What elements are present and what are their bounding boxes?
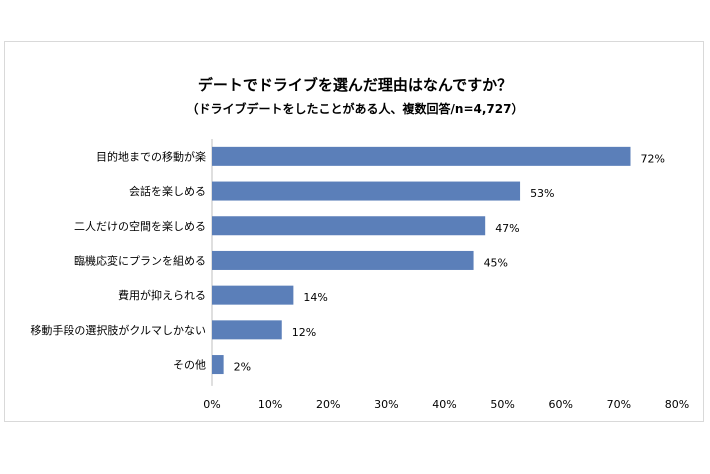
x-tick-label: 0% (203, 398, 220, 411)
x-tick-label: 30% (374, 398, 398, 411)
bar (212, 320, 282, 340)
data-label: 14% (303, 291, 327, 304)
data-label: 72% (641, 152, 665, 165)
category-label: 目的地までの移動が楽 (96, 149, 206, 163)
bar (212, 250, 474, 270)
category-label: 二人だけの空間を楽しめる (74, 219, 206, 233)
bar (212, 355, 224, 375)
data-label: 12% (292, 326, 316, 339)
bar (212, 216, 486, 236)
chart-subtitle: （ドライブデートをしたことがある人、複数回答/n=4,727） (186, 102, 524, 116)
x-tick-label: 70% (607, 398, 631, 411)
data-label: 47% (495, 222, 519, 235)
bar (212, 181, 521, 201)
category-label: その他 (173, 359, 206, 372)
bar (212, 285, 294, 305)
x-tick-label: 50% (490, 398, 514, 411)
category-label: 会話を楽しめる (129, 184, 206, 198)
x-tick-label: 20% (316, 398, 340, 411)
category-label: 費用が抑えられる (118, 288, 206, 302)
chart-title: デートでドライブを選んだ理由はなんですか？ (197, 76, 513, 94)
category-label: 臨機応変にプランを組める (74, 253, 206, 267)
data-label: 45% (484, 256, 508, 269)
x-tick-label: 60% (549, 398, 573, 411)
category-label: 移動手段の選択肢がクルマしかない (30, 323, 206, 337)
x-tick-label: 40% (432, 398, 456, 411)
data-label: 2% (234, 361, 251, 374)
x-tick-label: 10% (258, 398, 282, 411)
bar (212, 146, 631, 166)
data-label: 53% (530, 187, 554, 200)
x-tick-label: 80% (665, 398, 689, 411)
